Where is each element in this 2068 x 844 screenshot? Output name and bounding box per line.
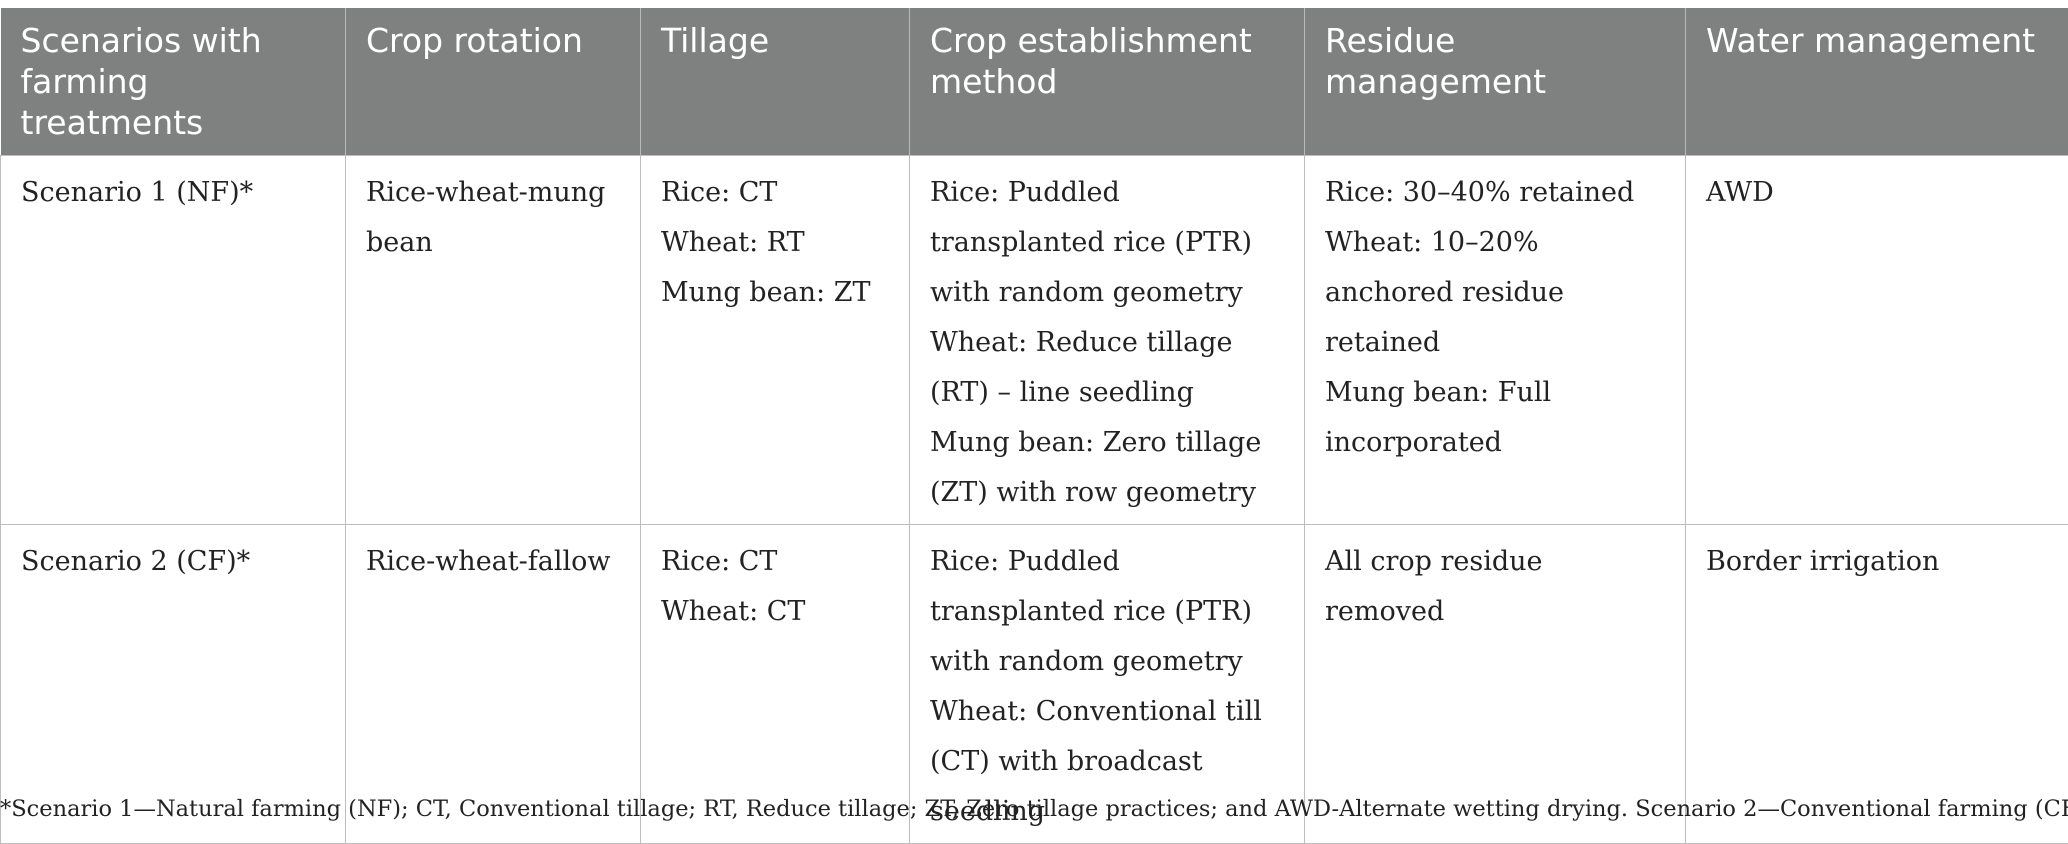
tillage-line: Rice: CT bbox=[661, 168, 891, 218]
crop-rotation-cell: Rice-wheat-mung bean bbox=[346, 156, 641, 525]
table-header-row: Scenarios with farming treatments Crop r… bbox=[1, 8, 2068, 156]
establishment-line: Rice: Puddled transplanted rice (PTR) wi… bbox=[930, 537, 1286, 687]
residue-line: Rice: 30–40% retained bbox=[1325, 168, 1667, 218]
header-residue-management: Residue management bbox=[1305, 8, 1686, 156]
establishment-line: Wheat: Reduce tillage (RT) – line seedli… bbox=[930, 318, 1286, 418]
residue-line: Mung bean: Full incorporated bbox=[1325, 368, 1667, 468]
table-footnote: *Scenario 1—Natural farming (NF); CT, Co… bbox=[0, 793, 2060, 825]
header-tillage: Tillage bbox=[641, 8, 910, 156]
header-crop-establishment: Crop establishment method bbox=[910, 8, 1305, 156]
farming-scenarios-table-wrapper: Scenarios with farming treatments Crop r… bbox=[0, 8, 2068, 844]
tillage-line: Wheat: CT bbox=[661, 587, 891, 637]
tillage-line: Wheat: RT bbox=[661, 218, 891, 268]
residue-cell: Rice: 30–40% retained Wheat: 10–20% anch… bbox=[1305, 156, 1686, 525]
establishment-line: Rice: Puddled transplanted rice (PTR) wi… bbox=[930, 168, 1286, 318]
table-row: Scenario 1 (NF)* Rice-wheat-mung bean Ri… bbox=[1, 156, 2068, 525]
residue-line: Wheat: 10–20% anchored residue retained bbox=[1325, 218, 1667, 368]
crop-establishment-cell: Rice: Puddled transplanted rice (PTR) wi… bbox=[910, 156, 1305, 525]
water-management-cell: AWD bbox=[1686, 156, 2068, 525]
tillage-cell: Rice: CT Wheat: RT Mung bean: ZT bbox=[641, 156, 910, 525]
header-water-management: Water management bbox=[1686, 8, 2068, 156]
tillage-line: Mung bean: ZT bbox=[661, 268, 891, 318]
scenario-cell: Scenario 1 (NF)* bbox=[1, 156, 346, 525]
tillage-line: Rice: CT bbox=[661, 537, 891, 587]
farming-scenarios-table: Scenarios with farming treatments Crop r… bbox=[0, 8, 2068, 844]
header-crop-rotation: Crop rotation bbox=[346, 8, 641, 156]
establishment-line: Mung bean: Zero tillage (ZT) with row ge… bbox=[930, 418, 1286, 518]
header-scenarios: Scenarios with farming treatments bbox=[1, 8, 346, 156]
residue-line: All crop residue removed bbox=[1325, 537, 1667, 637]
